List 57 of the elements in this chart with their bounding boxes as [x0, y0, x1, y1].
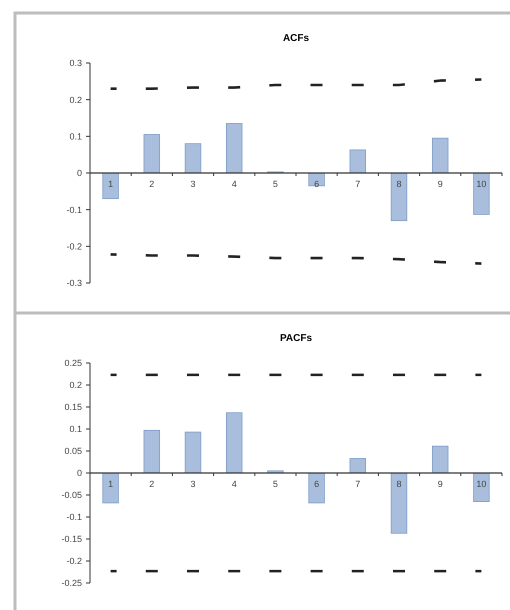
y-tick-label: 0.15: [64, 402, 82, 412]
y-tick-label: 0.1: [69, 131, 82, 142]
x-tick-label: 8: [396, 479, 402, 489]
y-tick-label: -0.25: [61, 578, 82, 588]
y-tick-label: 0: [76, 168, 82, 178]
y-tick-label: -0.1: [66, 204, 82, 215]
chart-title: ACFs: [282, 33, 310, 44]
y-tick-label: 0.2: [69, 380, 82, 390]
bar: [473, 472, 490, 502]
x-tick-label: 5: [272, 179, 278, 189]
x-tick-label: 3: [190, 479, 196, 489]
y-tick-label: 0.2: [69, 94, 82, 105]
y-tick-label: -0.05: [61, 490, 82, 500]
y-tick-label: -0.1: [66, 512, 82, 522]
y-tick-label: -0.2: [66, 241, 82, 252]
chart-title: PACFs: [280, 333, 312, 344]
x-tick-label: 4: [232, 479, 237, 489]
bar: [144, 134, 160, 174]
x-tick-label: 10: [476, 179, 486, 189]
bar: [102, 472, 119, 504]
x-tick-label: 4: [232, 179, 237, 189]
x-tick-label: 10: [476, 479, 486, 489]
bar: [432, 138, 448, 174]
x-tick-label: 2: [149, 479, 154, 489]
y-tick-label: 0.05: [64, 446, 82, 456]
bar: [390, 172, 408, 222]
bar: [226, 123, 242, 174]
x-tick-label: 7: [355, 179, 360, 189]
y-tick-label: 0.3: [69, 58, 82, 68]
bar: [350, 150, 366, 174]
x-tick-label: 1: [108, 179, 114, 189]
x-tick-label: 7: [355, 479, 360, 489]
bar: [432, 446, 448, 474]
x-tick-label: 6: [314, 179, 320, 189]
x-tick-label: 5: [272, 479, 278, 489]
bar: [473, 172, 490, 215]
x-tick-label: 3: [190, 179, 196, 189]
bar: [184, 143, 202, 174]
bar: [184, 432, 202, 474]
y-tick-label: -0.15: [61, 534, 82, 544]
bar: [308, 472, 325, 504]
x-tick-label: 9: [438, 479, 443, 489]
y-tick-label: 0: [76, 468, 82, 478]
x-tick-label: 6: [314, 479, 320, 489]
bar: [102, 172, 119, 200]
x-tick-label: 9: [438, 179, 443, 189]
x-tick-label: 1: [108, 479, 114, 489]
bar: [390, 472, 408, 534]
bar: [144, 430, 160, 474]
x-tick-label: 2: [149, 179, 154, 189]
y-tick-label: -0.3: [66, 278, 82, 288]
y-tick-label: -0.2: [66, 556, 82, 566]
y-tick-label: 0.25: [64, 358, 82, 368]
y-tick-label: 0.1: [69, 424, 82, 434]
bar: [350, 458, 366, 474]
bar: [226, 412, 242, 474]
x-tick-label: 8: [396, 179, 402, 189]
